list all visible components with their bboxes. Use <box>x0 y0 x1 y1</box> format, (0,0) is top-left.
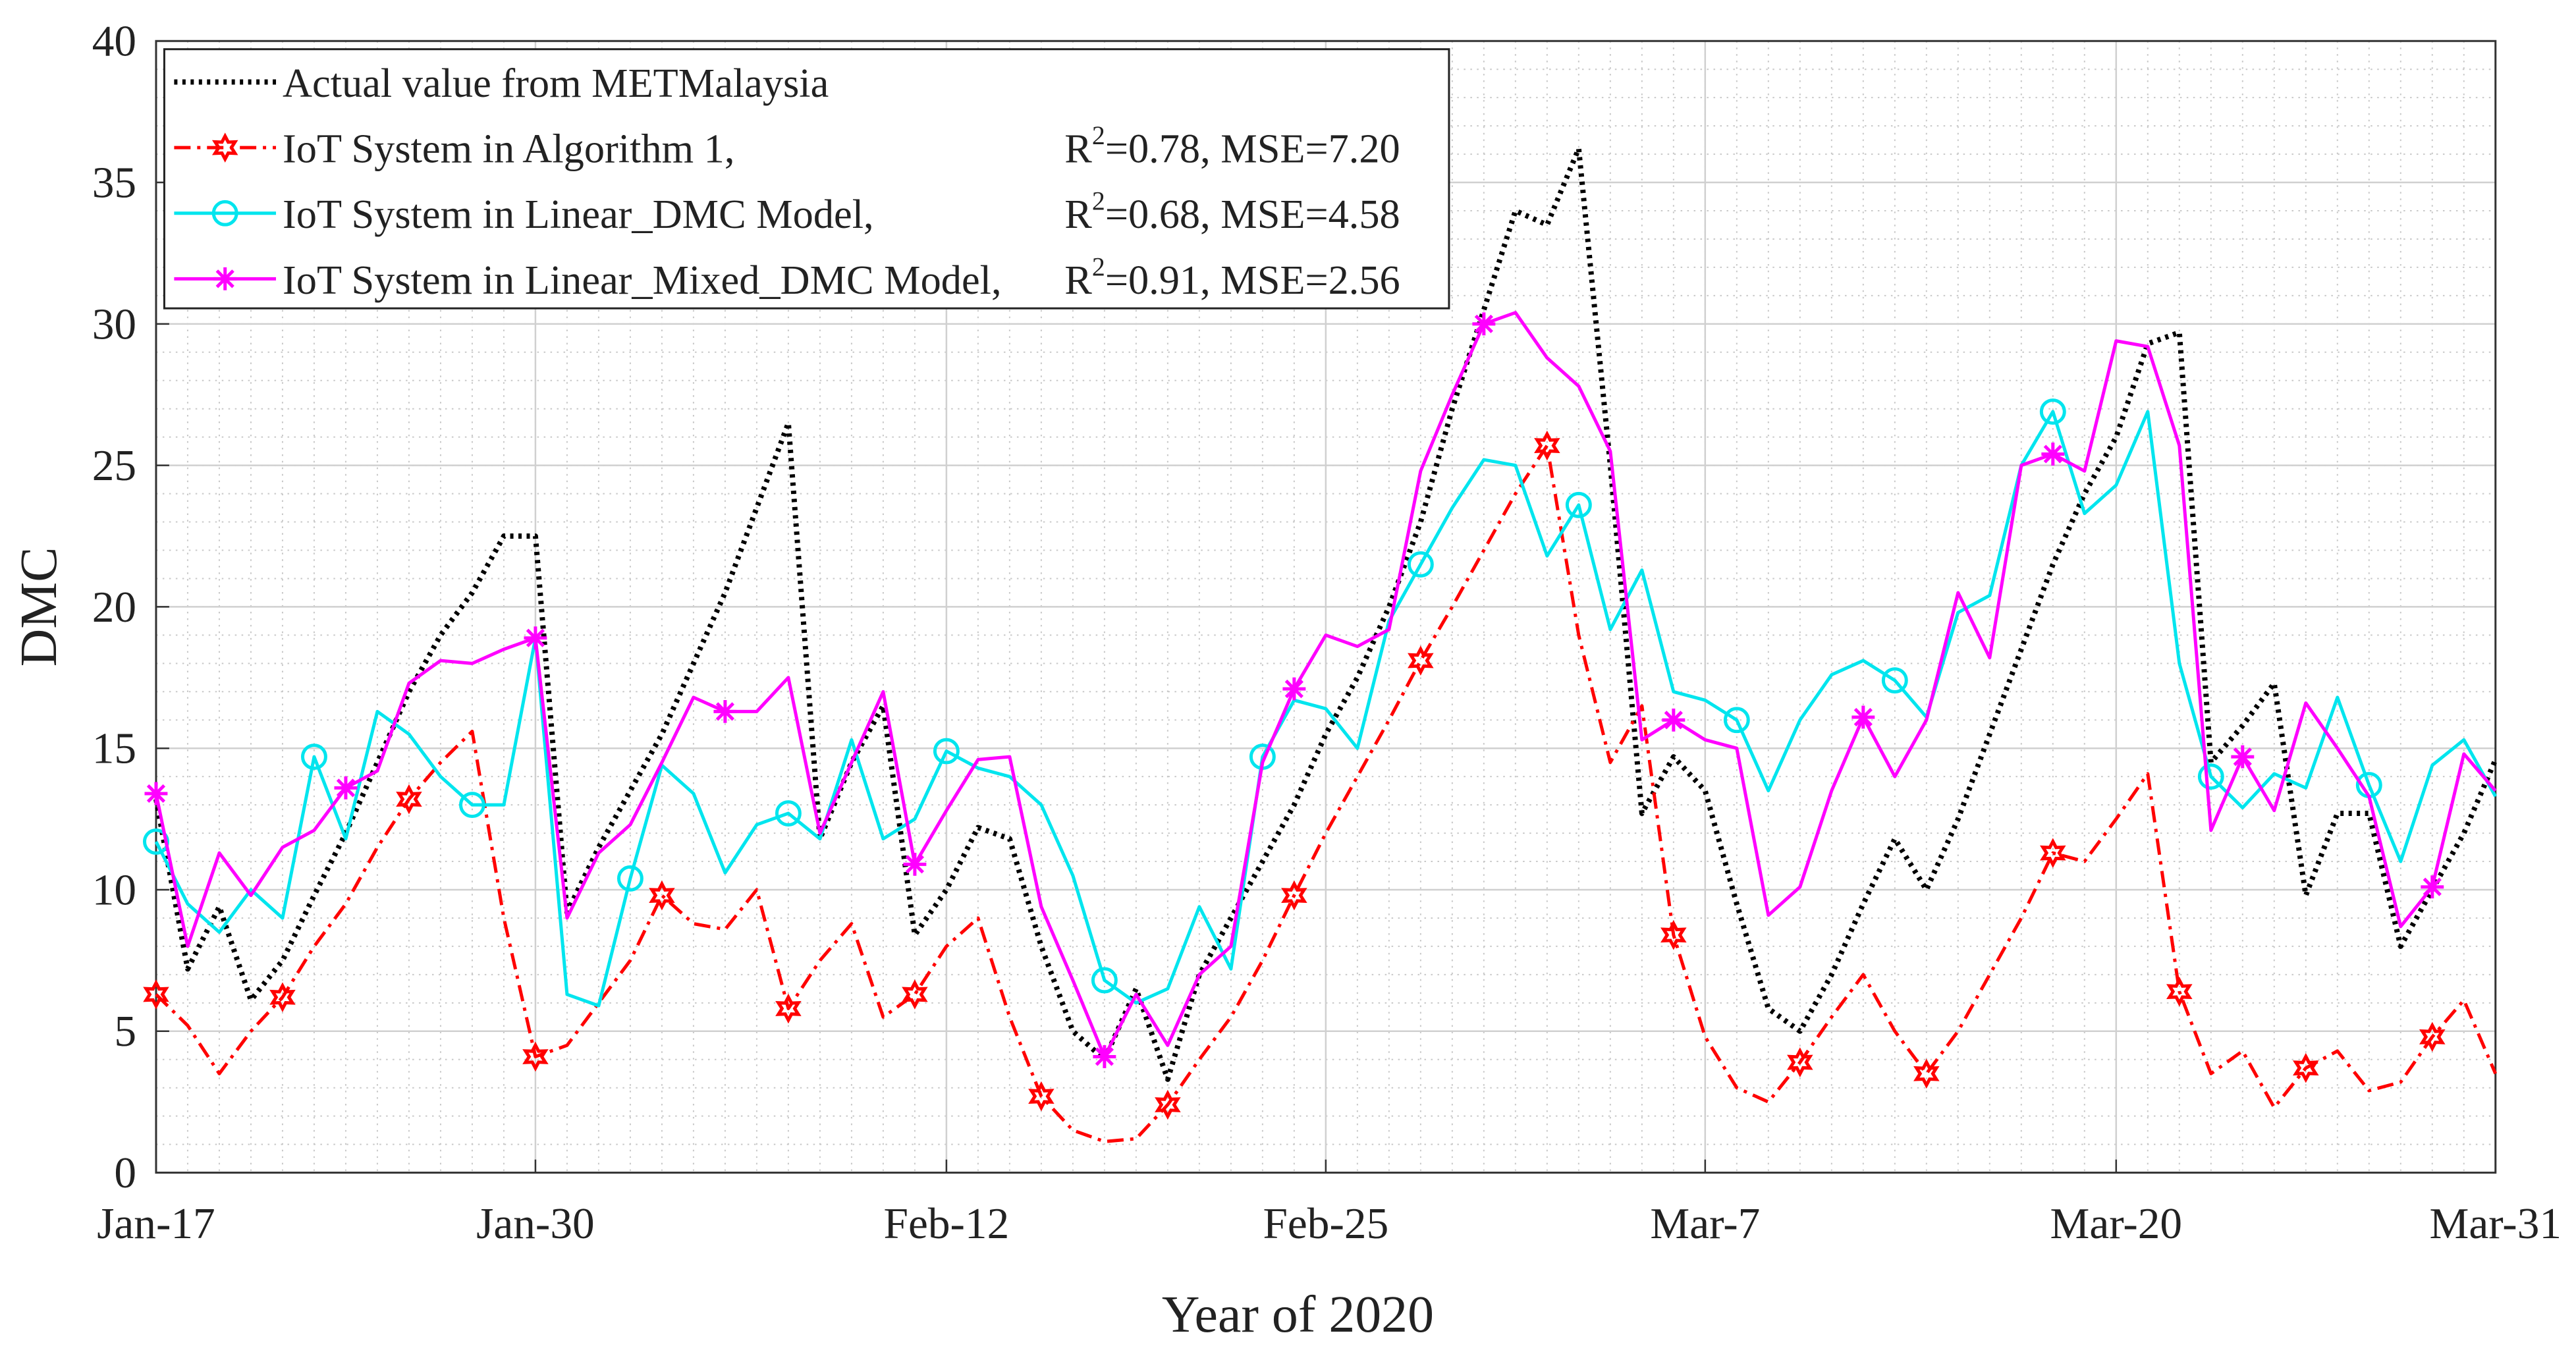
legend-stats-part: R <box>1064 192 1092 237</box>
legend-stats: R2=0.91, MSE=2.56 <box>1064 252 1400 302</box>
data-point <box>2040 838 2066 868</box>
x-tick-label: Feb-12 <box>884 1199 1010 1248</box>
data-point <box>2231 745 2255 769</box>
series-line <box>154 410 2497 1008</box>
data-point <box>522 1041 549 1072</box>
data-point <box>903 852 927 876</box>
data-point <box>1028 1081 1055 1112</box>
legend-marker <box>211 132 238 163</box>
legend-marker <box>211 200 238 227</box>
data-point <box>269 982 296 1013</box>
y-tick-label: 25 <box>92 441 136 490</box>
data-point <box>649 880 675 911</box>
data-point <box>933 738 960 765</box>
data-point <box>2197 763 2224 790</box>
y-tick-label: 5 <box>114 1006 136 1056</box>
data-point <box>2293 1052 2319 1083</box>
data-point <box>1282 677 1306 701</box>
data-point <box>144 782 168 805</box>
y-tick-label: 10 <box>92 865 136 914</box>
data-point <box>2041 443 2065 466</box>
x-axis-label: Year of 2020 <box>1162 1286 1434 1344</box>
legend-label: Actual value from METMalaysia <box>283 61 829 106</box>
legend-box <box>163 48 1450 310</box>
data-point <box>1723 707 1750 734</box>
data-point <box>143 979 169 1010</box>
data-point <box>2421 875 2444 899</box>
x-tick-label: Feb-25 <box>1263 1199 1388 1248</box>
data-point <box>775 993 802 1024</box>
y-tick-label: 40 <box>92 16 136 66</box>
legend-marker <box>213 267 237 290</box>
legend-label: IoT System in Linear_Mixed_DMC Model, <box>283 258 1002 303</box>
data-point <box>1407 551 1434 578</box>
legend-stats: R2=0.78, MSE=7.20 <box>1064 121 1400 171</box>
data-point <box>1787 1047 1813 1077</box>
y-tick-label: 30 <box>92 299 136 348</box>
data-point <box>2419 1021 2446 1052</box>
legend-label: IoT System in Linear_DMC Model, <box>283 192 874 237</box>
data-point <box>1881 667 1908 694</box>
data-point <box>1851 705 1875 729</box>
data-point <box>1565 491 1592 518</box>
y-tick-label: 0 <box>114 1148 136 1197</box>
legend-stats-part: =0.78, MSE=7.20 <box>1105 126 1400 172</box>
y-tick-label: 15 <box>92 724 136 773</box>
data-point <box>1281 880 1307 911</box>
data-point <box>1472 312 1496 336</box>
legend-stats: R2=0.68, MSE=4.58 <box>1064 186 1400 237</box>
x-tick-label: Jan-30 <box>476 1199 595 1248</box>
data-point <box>334 776 358 800</box>
y-tick-label: 20 <box>92 582 136 632</box>
data-point <box>1660 919 1687 950</box>
plot-frame <box>155 40 2497 1174</box>
data-point <box>2166 976 2193 1007</box>
series-line <box>153 146 2498 1082</box>
data-point <box>300 744 327 771</box>
data-point <box>1155 1089 1181 1120</box>
data-point <box>458 792 485 819</box>
legend-stats-part: =0.68, MSE=4.58 <box>1105 192 1400 237</box>
legend-label: IoT System in Algorithm 1, <box>283 126 734 172</box>
legend-stats-part: R <box>1064 126 1092 172</box>
data-point <box>1913 1058 1940 1089</box>
data-point <box>617 865 644 892</box>
legend-stats-sup: 2 <box>1092 186 1105 216</box>
x-tick-label: Jan-17 <box>97 1199 215 1248</box>
data-point <box>1408 645 1434 676</box>
y-tick-label: 35 <box>92 158 136 207</box>
legend-stats-sup: 2 <box>1092 252 1105 281</box>
legend-stats-part: =0.91, MSE=2.56 <box>1105 258 1400 303</box>
data-point <box>1534 430 1560 461</box>
x-tick-label: Mar-31 <box>2429 1199 2562 1248</box>
data-point <box>902 979 928 1010</box>
data-point <box>1091 967 1118 994</box>
data-point <box>1093 1045 1116 1068</box>
legend-stats-part: R <box>1064 258 1092 303</box>
legend-stats-sup: 2 <box>1092 121 1105 150</box>
y-axis-label: DMC <box>10 547 68 667</box>
series-line <box>155 444 2498 1143</box>
data-point <box>2039 398 2066 425</box>
series-line <box>154 311 2497 1058</box>
data-point <box>775 800 802 827</box>
data-point <box>396 784 422 815</box>
data-point <box>713 699 737 723</box>
x-tick-label: Mar-20 <box>2050 1199 2183 1248</box>
data-point <box>1662 708 1685 732</box>
x-tick-label: Mar-7 <box>1650 1199 1760 1248</box>
data-point <box>524 626 547 650</box>
